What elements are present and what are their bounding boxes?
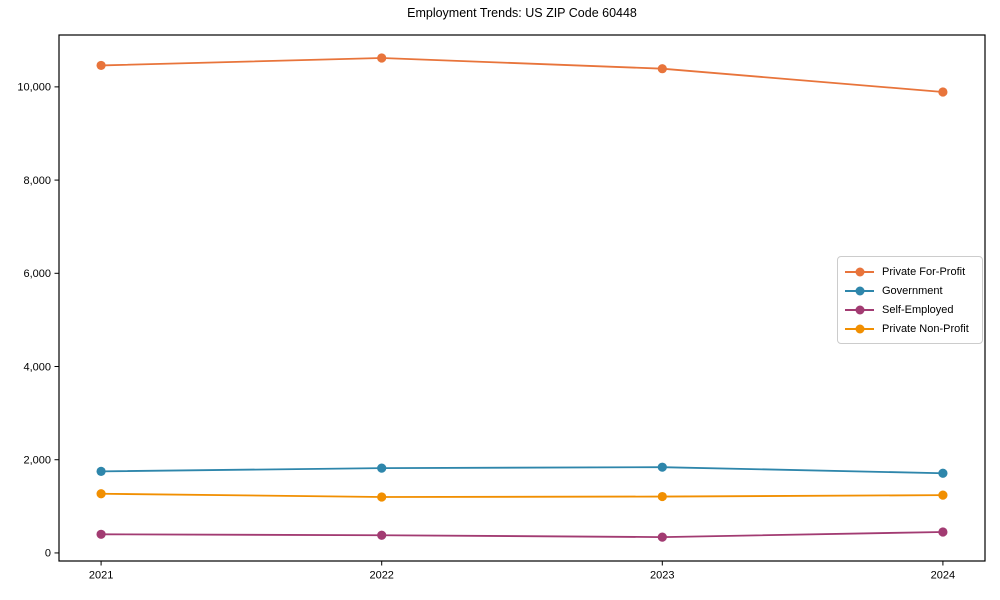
data-point-self-employed xyxy=(938,527,948,537)
legend-label: Government xyxy=(882,284,943,297)
legend-item-private-for-profit: Private For-Profit xyxy=(845,262,975,281)
y-tick-label: 8,000 xyxy=(23,175,51,187)
legend-item-private-non-profit: Private Non-Profit xyxy=(845,319,975,338)
legend-item-government: Government xyxy=(845,281,975,300)
y-tick-label: 0 xyxy=(45,548,51,560)
y-tick-label: 10,000 xyxy=(17,82,51,94)
y-tick-label: 6,000 xyxy=(23,268,51,280)
legend-marker-icon xyxy=(845,323,874,334)
data-point-government xyxy=(938,468,948,478)
x-tick-label: 2024 xyxy=(931,570,955,582)
data-point-private-for-profit xyxy=(96,60,106,71)
plot-border xyxy=(58,34,986,562)
data-point-self-employed xyxy=(657,532,667,542)
data-point-self-employed xyxy=(96,529,106,539)
y-tick-label: 2,000 xyxy=(23,455,51,467)
x-tick-label: 2021 xyxy=(89,570,113,582)
legend-item-self-employed: Self-Employed xyxy=(845,300,975,319)
data-point-government xyxy=(657,462,667,472)
data-point-private-non-profit xyxy=(377,492,387,502)
data-point-private-non-profit xyxy=(938,490,948,500)
y-tick-label: 4,000 xyxy=(23,361,51,373)
legend-marker-icon xyxy=(845,285,874,296)
legend-label: Self-Employed xyxy=(882,303,954,316)
x-tick-label: 2023 xyxy=(650,570,674,582)
series-line-private-for-profit xyxy=(100,57,944,93)
data-point-private-non-profit xyxy=(657,491,667,502)
data-point-private-for-profit xyxy=(657,64,667,74)
data-point-government xyxy=(377,463,387,473)
legend: Private For-Profit Government Self-Employe… xyxy=(837,256,983,344)
data-point-private-for-profit xyxy=(377,53,387,63)
legend-label: Private Non-Profit xyxy=(882,322,969,335)
legend-marker-icon xyxy=(845,304,874,315)
series-line-government xyxy=(100,466,944,475)
chart-title: Employment Trends: US ZIP Code 60448 xyxy=(407,6,637,20)
data-point-private-non-profit xyxy=(96,489,106,499)
x-tick-label: 2022 xyxy=(369,570,393,582)
data-point-private-for-profit xyxy=(938,87,948,97)
legend-marker-icon xyxy=(845,266,874,277)
legend-label: Private For-Profit xyxy=(882,265,966,278)
series-line-self-employed xyxy=(100,531,944,538)
series-line-private-non-profit xyxy=(100,492,944,498)
data-point-government xyxy=(96,466,106,476)
data-point-self-employed xyxy=(377,530,387,540)
